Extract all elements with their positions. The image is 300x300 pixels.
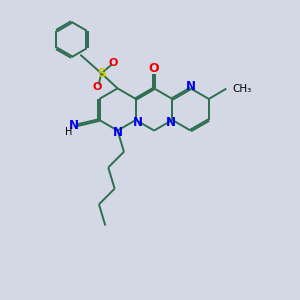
Text: O: O <box>108 58 118 68</box>
Text: O: O <box>149 61 159 75</box>
Text: N: N <box>166 116 176 129</box>
Text: N: N <box>133 116 143 129</box>
Text: H: H <box>65 127 73 137</box>
Text: N: N <box>186 80 196 93</box>
Text: N: N <box>69 119 79 132</box>
Text: S: S <box>97 67 106 80</box>
Text: O: O <box>93 82 102 92</box>
Text: CH₃: CH₃ <box>232 84 251 94</box>
Text: N: N <box>112 126 123 139</box>
